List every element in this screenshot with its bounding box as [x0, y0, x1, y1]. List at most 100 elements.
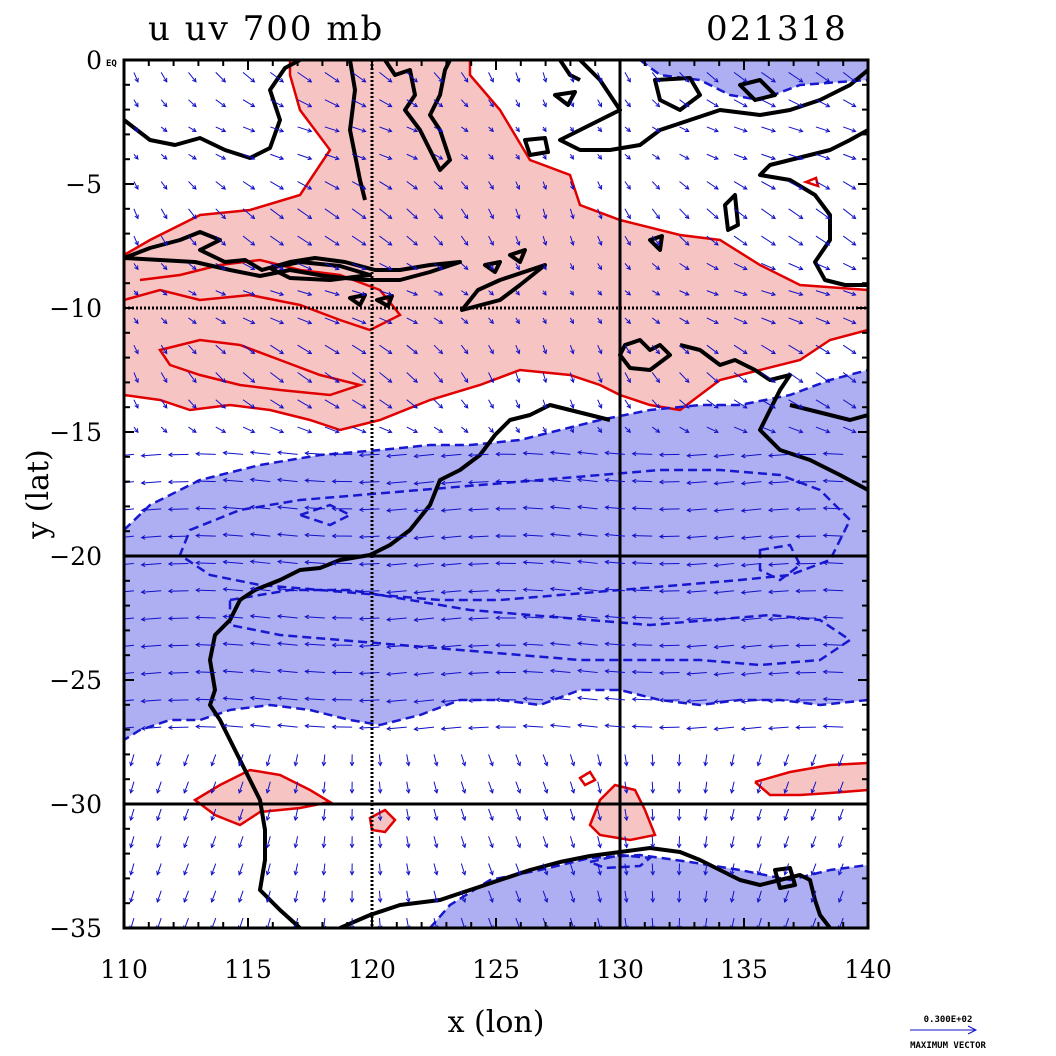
wind-vector-head: [771, 378, 776, 383]
wind-vector-head: [440, 726, 446, 731]
wind-vector-head: [631, 669, 637, 675]
wind-vector-head: [522, 505, 528, 511]
wind-vector: [468, 617, 489, 620]
wind-vector: [351, 235, 366, 246]
y-axis-label: y (lat): [21, 449, 56, 539]
wind-vector-head: [386, 698, 391, 704]
wind-vector: [605, 615, 626, 619]
wind-vector: [823, 616, 844, 619]
wind-vector-head: [440, 589, 446, 595]
wind-vector: [297, 126, 312, 132]
wind-vector-head: [463, 428, 469, 433]
wind-vector: [160, 99, 168, 107]
wind-vector: [270, 235, 284, 246]
wind-vector-head: [114, 536, 118, 540]
wind-vector: [687, 481, 707, 484]
wind-vector: [297, 71, 312, 83]
wind-vector-head: [279, 378, 285, 383]
wind-vector: [706, 317, 719, 324]
wind-vector: [788, 235, 803, 246]
wind-vector: [297, 290, 312, 296]
wind-vector: [679, 372, 690, 383]
wind-vector: [141, 508, 162, 511]
wind-vector: [441, 453, 462, 457]
wind-vector-head: [489, 102, 494, 108]
wind-vector-head: [516, 788, 522, 794]
wind-vector: [387, 726, 407, 730]
wind-vector-head: [570, 214, 575, 220]
wind-vector: [550, 506, 571, 510]
wind-vector-head: [543, 788, 549, 794]
wind-vector-head: [597, 102, 603, 108]
wind-vector: [788, 153, 803, 160]
wind-vector-head: [440, 644, 446, 650]
wind-vector: [168, 453, 189, 456]
wind-vector-head: [570, 761, 576, 767]
wind-vector-head: [713, 349, 719, 355]
wind-vector: [379, 262, 392, 270]
wind-vector: [515, 890, 521, 903]
wind-vector: [714, 726, 735, 730]
wind-vector-head: [655, 403, 661, 409]
wind-vector-head: [489, 378, 494, 384]
wind-vector: [215, 235, 226, 246]
wind-vector-head: [570, 77, 575, 83]
wind-vector: [714, 672, 735, 676]
wind-vector: [266, 836, 271, 848]
wind-vector-head: [250, 77, 256, 83]
wind-vector-head: [570, 378, 575, 384]
wind-vector: [569, 181, 574, 190]
wind-vector-head: [349, 843, 355, 849]
wind-vector: [542, 208, 547, 219]
wind-vector: [761, 208, 776, 219]
wind-vector-head: [377, 789, 383, 794]
wind-vector: [569, 72, 574, 83]
wind-vector-head: [825, 214, 831, 220]
wind-vector-head: [467, 452, 473, 458]
wind-vector-head: [597, 761, 602, 767]
wind-vector-head: [129, 761, 134, 767]
wind-vector: [523, 507, 544, 510]
wind-vector-head: [542, 185, 548, 191]
wind-vector-head: [304, 696, 310, 702]
wind-vector-head: [825, 128, 831, 133]
wind-vector: [188, 208, 197, 219]
wind-vector: [651, 153, 660, 160]
wind-vector: [788, 126, 803, 132]
wind-vector-head: [771, 265, 777, 271]
wind-vector: [741, 562, 762, 566]
wind-vector: [624, 399, 631, 409]
wind-vector-head: [729, 870, 735, 876]
wind-vector-head: [413, 699, 419, 704]
wind-vector: [811, 863, 817, 875]
wind-vector: [811, 808, 817, 821]
wind-vector: [605, 506, 626, 510]
wind-vector: [704, 863, 708, 875]
wind-vector: [542, 181, 547, 190]
wind-vector: [215, 290, 226, 296]
wind-vector-head: [742, 155, 748, 161]
wind-vector-head: [162, 319, 168, 325]
wind-vector: [788, 399, 803, 409]
wind-vector-head: [515, 378, 521, 384]
wind-vector: [238, 808, 244, 821]
wind-vector: [815, 399, 830, 409]
x-tick-label: 110: [100, 955, 148, 984]
wind-vector: [215, 262, 226, 270]
wind-vector: [324, 126, 340, 132]
wind-vector-head: [783, 788, 789, 794]
wind-vector-head: [515, 214, 521, 220]
wind-vector-head: [822, 724, 828, 729]
wind-vector-head: [626, 319, 632, 325]
wind-vector-head: [851, 102, 857, 108]
wind-vector: [160, 126, 168, 132]
wind-vector-head: [740, 726, 746, 732]
wind-vector: [624, 181, 631, 190]
wind-vector-head: [822, 533, 828, 538]
wind-vector-head: [783, 870, 789, 876]
wind-vector: [277, 615, 298, 619]
wind-vector: [651, 262, 660, 270]
wind-vector-head: [489, 761, 494, 767]
wind-vector-head: [686, 725, 692, 731]
wind-vector: [769, 617, 789, 620]
